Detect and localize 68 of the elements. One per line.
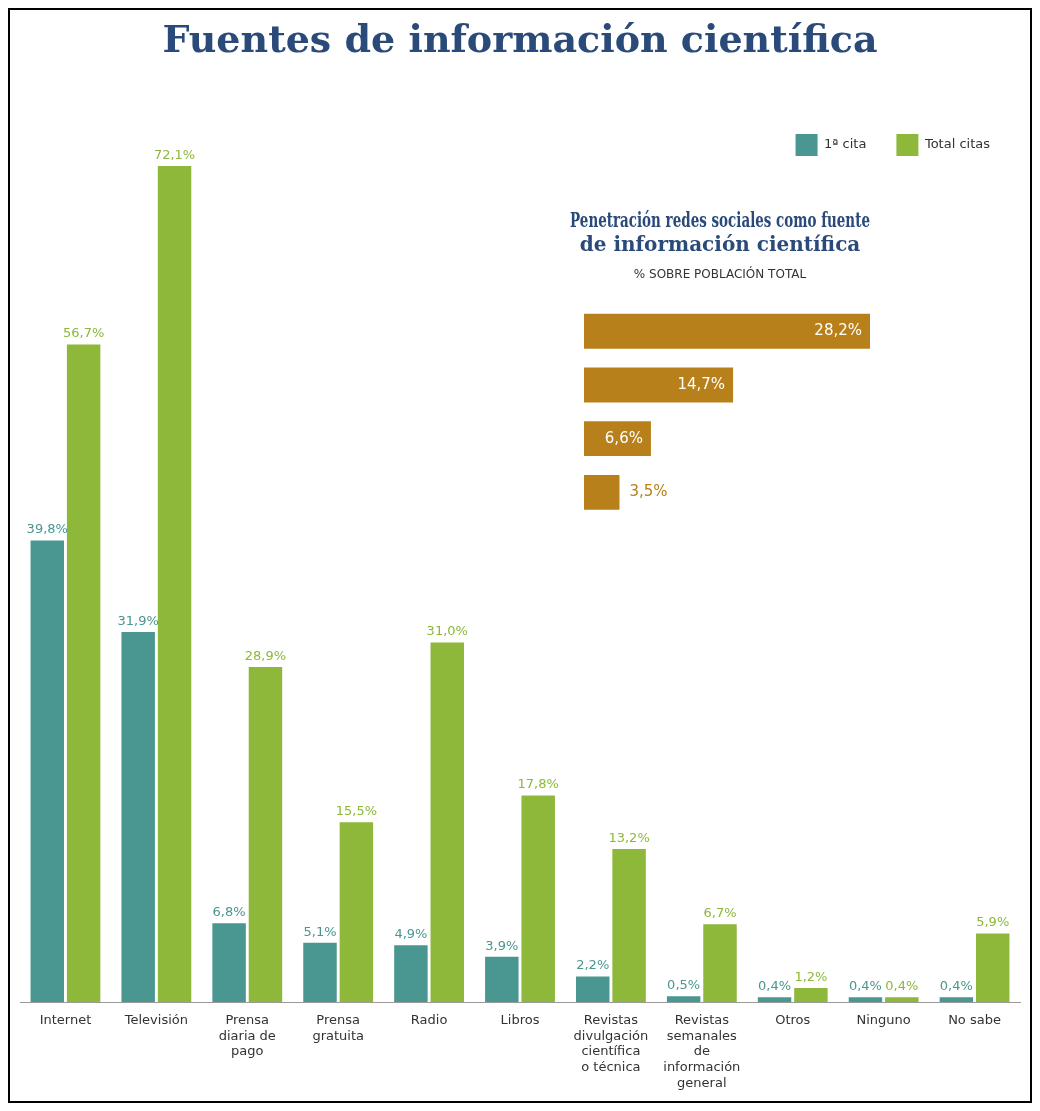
- data-label: 15,5%: [335, 803, 378, 819]
- x-tick-label: Revistas semanales de información general: [663, 1012, 741, 1090]
- data-label: 28,9%: [244, 647, 287, 663]
- data-label: 2,2%: [576, 957, 610, 973]
- data-label: 28,2%: [814, 321, 862, 340]
- data-label: 3,9%: [485, 937, 519, 953]
- data-label: 0,4%: [939, 978, 973, 994]
- bar: [430, 642, 464, 1002]
- x-tick-label: Internet: [39, 1012, 92, 1028]
- data-label: 31,0%: [426, 623, 468, 639]
- x-tick-label: Prensa gratuita: [312, 1012, 364, 1043]
- bar: [584, 421, 651, 457]
- data-label: 6,8%: [212, 904, 246, 920]
- data-label: 4,9%: [394, 926, 428, 942]
- data-label: 5,1%: [303, 923, 337, 939]
- bar: [339, 822, 374, 1002]
- x-tick-label: Otros: [775, 1012, 811, 1028]
- chart-title: Fuentes de información científica: [161, 15, 879, 63]
- bar: [248, 666, 283, 1002]
- legend-label: Total citas: [923, 136, 991, 152]
- x-tick-label: Televisión: [123, 1012, 188, 1028]
- bar: [757, 997, 792, 1002]
- bar: [485, 956, 519, 1002]
- data-label: 0,4%: [758, 978, 792, 994]
- data-label: 56,7%: [62, 325, 105, 341]
- data-label: 6,6%: [604, 428, 643, 447]
- chart-title: Penetración redes sociales como fuente de información científica: [570, 208, 871, 257]
- bar: [703, 924, 737, 1002]
- chart-subtitle: % SOBRE POBLACIÓN TOTAL: [633, 266, 807, 282]
- bar: [584, 367, 734, 403]
- bar: [885, 997, 919, 1002]
- bar: [666, 996, 701, 1002]
- data-label: 17,8%: [517, 776, 559, 792]
- bar: [584, 474, 620, 510]
- bar: [521, 795, 555, 1002]
- bar: [848, 997, 883, 1002]
- data-label: 3,5%: [629, 482, 668, 501]
- data-label: 14,7%: [677, 374, 726, 393]
- bar: [976, 933, 1010, 1002]
- bar: [584, 313, 870, 349]
- bar: [212, 923, 246, 1002]
- data-label: 0,5%: [667, 977, 701, 993]
- legend-label: 1ª cita: [824, 136, 867, 152]
- bar: [30, 540, 64, 1002]
- data-label: 72,1%: [153, 146, 196, 162]
- data-label: 5,9%: [976, 914, 1010, 930]
- data-label: 39,8%: [26, 521, 68, 537]
- x-tick-label: Radio: [410, 1012, 448, 1028]
- bar: [66, 344, 101, 1002]
- bar: [157, 166, 192, 1002]
- bar: [303, 942, 337, 1002]
- bar: [121, 632, 155, 1002]
- x-tick-label: No sabe: [948, 1012, 1001, 1028]
- data-label: 0,4%: [848, 978, 882, 994]
- x-tick-label: Prensa diaria de pago: [218, 1012, 276, 1059]
- x-tick-label: Revistas divulgación científica o técnica: [573, 1012, 649, 1074]
- bar: [612, 848, 646, 1002]
- data-label: 31,9%: [117, 612, 159, 628]
- bar: [576, 976, 610, 1002]
- x-tick-label: Libros: [500, 1012, 540, 1028]
- data-label: 1,2%: [794, 968, 828, 984]
- data-label: 0,4%: [885, 978, 919, 994]
- bar: [939, 997, 974, 1002]
- bar: [794, 988, 828, 1002]
- data-label: 13,2%: [608, 829, 650, 845]
- data-label: 6,7%: [703, 905, 737, 921]
- bar: [394, 945, 428, 1002]
- x-tick-label: Ninguno: [856, 1012, 911, 1028]
